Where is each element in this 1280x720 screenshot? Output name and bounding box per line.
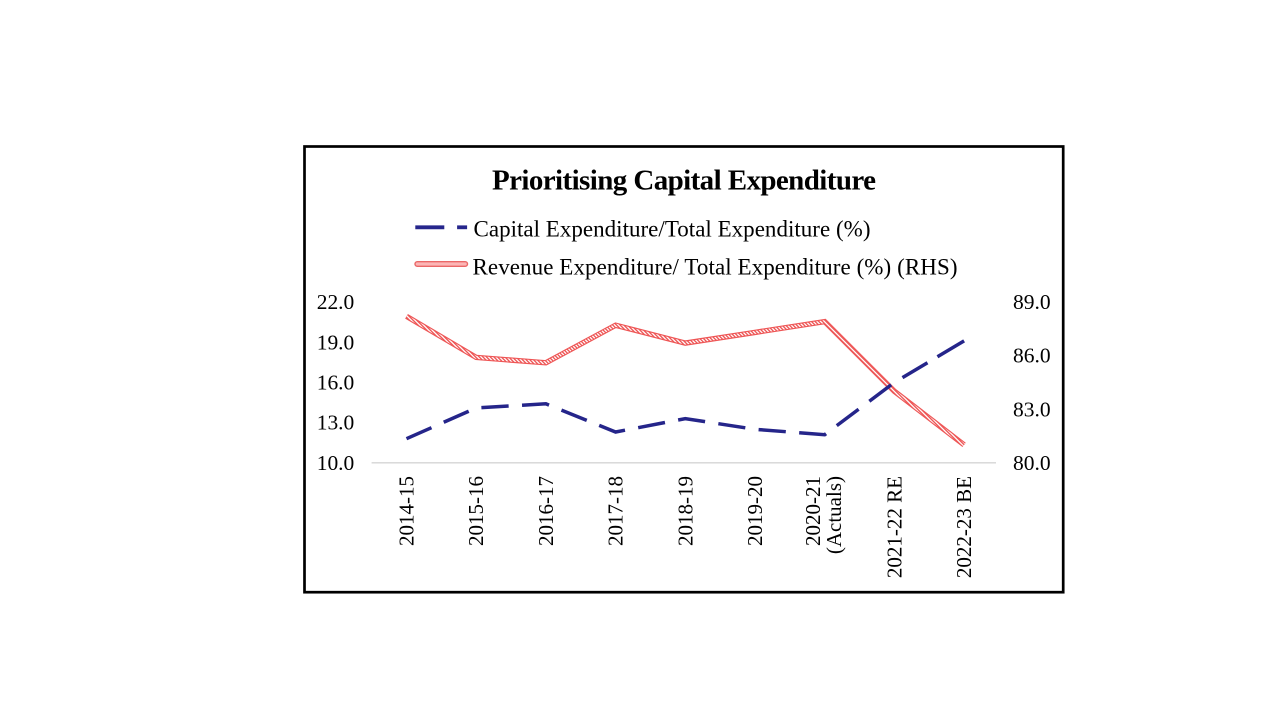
svg-text:Capital Expenditure/Total Expe: Capital Expenditure/Total Expenditure (%… bbox=[474, 217, 871, 242]
svg-text:2020-21: 2020-21 bbox=[801, 476, 825, 546]
svg-text:83.0: 83.0 bbox=[1013, 397, 1051, 421]
svg-text:89.0: 89.0 bbox=[1013, 290, 1051, 314]
svg-text:2017-18: 2017-18 bbox=[604, 476, 628, 546]
svg-text:16.0: 16.0 bbox=[317, 371, 355, 395]
svg-text:2021-22 RE: 2021-22 RE bbox=[882, 476, 906, 578]
svg-text:86.0: 86.0 bbox=[1013, 344, 1051, 368]
svg-text:22.0: 22.0 bbox=[317, 290, 355, 314]
svg-text:2019-20: 2019-20 bbox=[743, 476, 767, 546]
svg-text:10.0: 10.0 bbox=[317, 451, 355, 475]
svg-text:13.0: 13.0 bbox=[317, 411, 355, 435]
svg-text:2015-16: 2015-16 bbox=[464, 476, 488, 546]
svg-text:2014-15: 2014-15 bbox=[395, 476, 419, 546]
svg-text:Revenue Expenditure/ Total Exp: Revenue Expenditure/ Total Expenditure (… bbox=[473, 255, 958, 280]
svg-text:(Actuals): (Actuals) bbox=[822, 476, 846, 554]
svg-text:2018-19: 2018-19 bbox=[673, 476, 697, 546]
svg-text:2016-17: 2016-17 bbox=[534, 476, 558, 546]
svg-text:Prioritising Capital Expenditu: Prioritising Capital Expenditure bbox=[492, 165, 876, 197]
svg-text:19.0: 19.0 bbox=[317, 330, 355, 354]
svg-text:80.0: 80.0 bbox=[1013, 451, 1051, 475]
svg-text:2022-23 BE: 2022-23 BE bbox=[952, 476, 976, 578]
